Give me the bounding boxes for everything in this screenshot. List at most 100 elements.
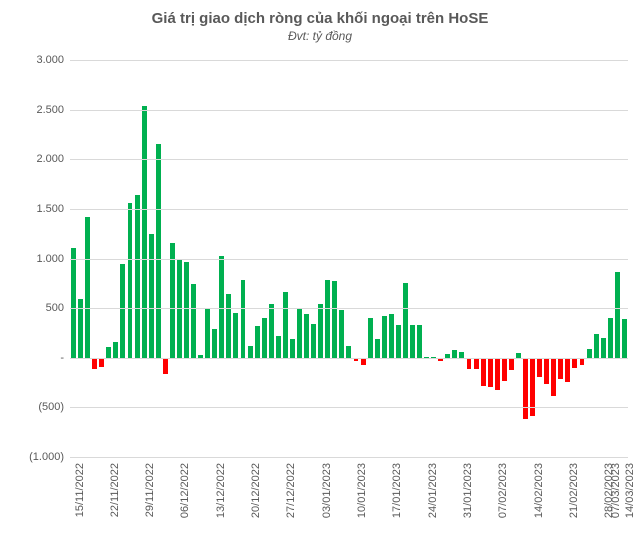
- bar: [276, 336, 281, 358]
- bar: [241, 280, 246, 357]
- bar: [135, 195, 140, 358]
- bar: [452, 350, 457, 358]
- y-tick-label: 2.500: [36, 104, 70, 116]
- gridline: [70, 308, 628, 309]
- x-tick-label: 31/01/2023: [462, 463, 474, 518]
- bar: [403, 283, 408, 357]
- bar: [389, 314, 394, 358]
- bar: [156, 144, 161, 357]
- x-tick-label: 14/02/2023: [533, 463, 545, 518]
- bar: [170, 243, 175, 358]
- bar: [382, 316, 387, 358]
- chart-title: Giá trị giao dịch ròng của khối ngoại tr…: [10, 10, 630, 27]
- bar: [572, 358, 577, 368]
- bar: [544, 358, 549, 384]
- bar: [142, 106, 147, 358]
- bar: [318, 304, 323, 358]
- gridline: [70, 60, 628, 61]
- bar: [262, 318, 267, 358]
- bar: [537, 358, 542, 377]
- bar: [368, 318, 373, 358]
- bar: [481, 358, 486, 386]
- chart-container: Giá trị giao dịch ròng của khối ngoại tr…: [0, 0, 640, 547]
- gridline: [70, 209, 628, 210]
- bar: [304, 314, 309, 358]
- bar: [565, 358, 570, 382]
- x-tick-label: 21/02/2023: [568, 463, 580, 518]
- bar: [149, 234, 154, 358]
- bar: [339, 310, 344, 358]
- bar: [311, 324, 316, 358]
- x-tick-label: 24/01/2023: [427, 463, 439, 518]
- plot-area: 15/11/202222/11/202229/11/202206/12/2022…: [70, 60, 628, 457]
- x-tick-label: 17/01/2023: [391, 463, 403, 518]
- bar: [622, 319, 627, 358]
- bar: [558, 358, 563, 379]
- bar: [248, 346, 253, 358]
- bar: [375, 339, 380, 358]
- bar: [417, 325, 422, 358]
- y-tick-label: (500): [38, 401, 70, 413]
- bar: [325, 280, 330, 357]
- bar: [120, 264, 125, 357]
- bar: [580, 358, 585, 365]
- bar: [615, 272, 620, 357]
- x-tick-label: 13/12/2022: [215, 463, 227, 518]
- bar: [106, 347, 111, 358]
- bar: [551, 358, 556, 397]
- x-tick-label: 22/11/2022: [109, 463, 121, 517]
- gridline: [70, 407, 628, 408]
- bar: [467, 358, 472, 369]
- bar: [488, 358, 493, 387]
- bar: [92, 358, 97, 369]
- gridline: [70, 457, 628, 458]
- gridline: [70, 358, 628, 359]
- x-tick-label: 14/03/2023: [624, 463, 636, 518]
- bar: [99, 358, 104, 367]
- bar: [474, 358, 479, 369]
- bar: [410, 325, 415, 358]
- bar: [587, 349, 592, 358]
- x-tick-label: 03/01/2023: [321, 463, 333, 518]
- chart-subtitle: Đvt: tỷ đồng: [10, 29, 630, 43]
- bar: [297, 308, 302, 358]
- bar: [346, 346, 351, 358]
- bar: [184, 262, 189, 357]
- bar: [594, 334, 599, 358]
- x-tick-label: 06/12/2022: [179, 463, 191, 518]
- bar: [523, 358, 528, 420]
- x-tick-label: 27/12/2022: [285, 463, 297, 518]
- bar: [361, 358, 366, 365]
- y-tick-label: 1.000: [36, 253, 70, 265]
- gridline: [70, 110, 628, 111]
- bar: [219, 256, 224, 358]
- bar: [290, 339, 295, 358]
- bar: [502, 358, 507, 381]
- bar: [128, 203, 133, 358]
- y-tick-label: (1.000): [29, 451, 70, 463]
- bar: [269, 304, 274, 358]
- x-tick-label: 10/01/2023: [356, 463, 368, 518]
- bar: [71, 248, 76, 358]
- bar: [509, 358, 514, 370]
- bar: [332, 281, 337, 357]
- gridline: [70, 159, 628, 160]
- x-tick-label: 07/02/2023: [497, 463, 509, 518]
- x-tick-label: 15/11/2022: [74, 463, 86, 517]
- y-tick-label: 500: [46, 302, 70, 314]
- bar: [212, 329, 217, 358]
- bar: [601, 338, 606, 358]
- bar: [255, 326, 260, 358]
- bar: [113, 342, 118, 358]
- bar: [191, 284, 196, 357]
- bar: [283, 292, 288, 358]
- bar: [163, 358, 168, 374]
- y-tick-label: -: [60, 352, 70, 364]
- bar: [233, 313, 238, 358]
- y-tick-label: 3.000: [36, 54, 70, 66]
- bar: [205, 308, 210, 358]
- x-tick-label: 20/12/2022: [250, 463, 262, 518]
- x-tick-label: 29/11/2022: [144, 463, 156, 517]
- gridline: [70, 259, 628, 260]
- bar: [495, 358, 500, 390]
